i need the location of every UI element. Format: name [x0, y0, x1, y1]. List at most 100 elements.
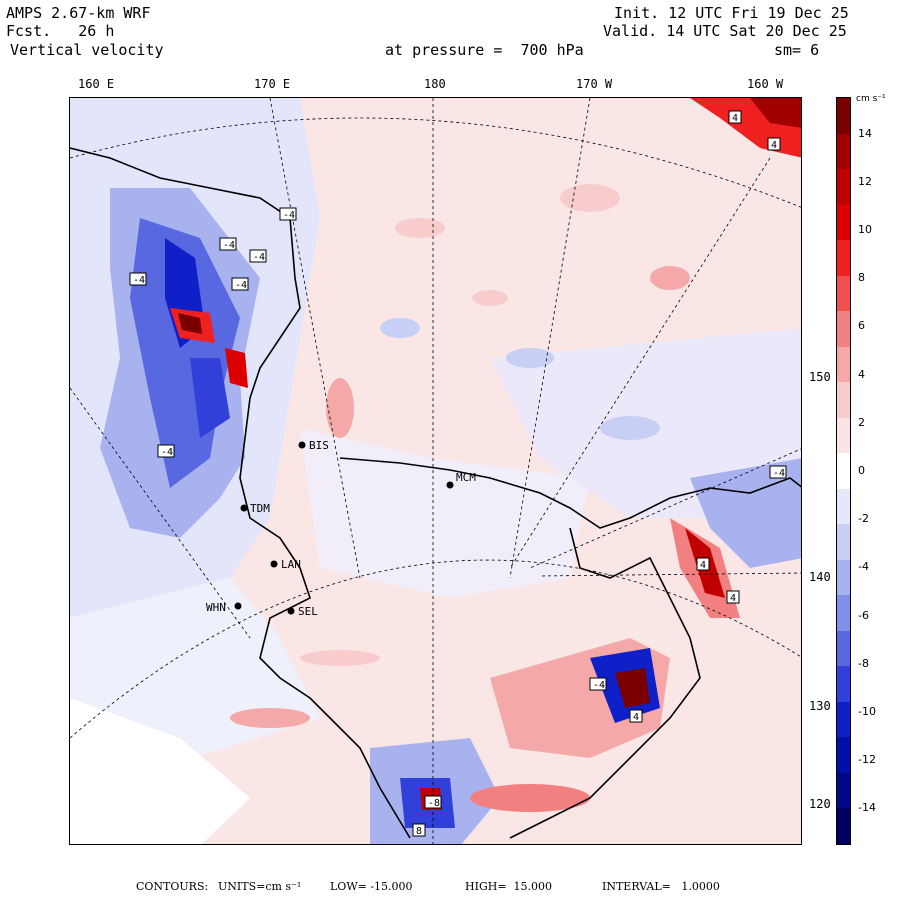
red-blob-1 [395, 218, 445, 238]
red-core-marie-byrd [615, 668, 650, 708]
contour-label-10: 4 [696, 557, 710, 571]
colorbar-tick-label: -4 [858, 560, 869, 574]
red-streak-west-1-core [178, 313, 202, 334]
colorbar-tick-label: 8 [858, 271, 865, 285]
svg-text:-4: -4 [235, 280, 247, 291]
svg-text:-4: -4 [773, 468, 785, 479]
red-blob-5 [326, 378, 354, 438]
deep-blue-core-2 [190, 358, 230, 438]
colorbar-segment [837, 453, 850, 490]
svg-text:WHN: WHN [206, 601, 226, 614]
vertical-velocity-map: -4 -4 -4 -4 -4 -4 -4 4 4 4 4 -4 4 -8 8 B… [69, 97, 802, 845]
svg-text:-4: -4 [161, 447, 173, 458]
white-region-south [70, 698, 250, 844]
forecast-value: 26 h [78, 22, 115, 40]
svg-text:-4: -4 [593, 680, 605, 691]
contour-label-6: -4 [157, 444, 175, 458]
footer-units: UNITS=cm s⁻¹ [218, 880, 302, 893]
colorbar-tick-label: -8 [858, 656, 869, 670]
colorbar-segment [837, 772, 850, 809]
station-lan: LAN [270, 558, 301, 571]
contour-label-11: 4 [726, 590, 740, 604]
colorbar-tick-label: -2 [858, 512, 869, 526]
footer-contours-label: CONTOURS: [136, 880, 209, 893]
coastline-east [509, 527, 701, 839]
contour-label-3: -4 [249, 249, 267, 263]
lon-label-180: 180 [424, 77, 446, 91]
colorbar-segment [837, 630, 850, 667]
svg-text:-4: -4 [253, 252, 265, 263]
colorbar-segment [837, 275, 850, 312]
contour-label-14: -8 [424, 795, 442, 809]
colorbar-segment [837, 311, 850, 348]
colorbar-segment [837, 701, 850, 738]
svg-text:4: 4 [700, 560, 706, 571]
colorbar-segment [837, 133, 850, 170]
colorbar-segment [837, 204, 850, 241]
colorbar-segment [837, 417, 850, 454]
station-whn: WHN [206, 601, 242, 614]
colorbar-segment [837, 346, 850, 383]
colorbar-tick-label: 2 [858, 415, 865, 429]
colorbar-tick-label: -6 [858, 608, 869, 622]
model-title: AMPS 2.67-km WRF [6, 4, 151, 22]
red-blob-8 [300, 650, 380, 666]
blue-blob-2 [506, 348, 554, 368]
lon-label-170w: 170 W [576, 77, 613, 91]
footer-low: LOW= -15.000 [330, 880, 413, 893]
colorbar-segment [837, 524, 850, 561]
colorbar-segment [837, 98, 850, 135]
meridian-140w [539, 572, 801, 577]
colorbar-tick-label: -10 [858, 705, 876, 719]
colorbar-segment [837, 382, 850, 419]
contour-label-8: 4 [728, 110, 742, 124]
colorbar-tick-label: -12 [858, 753, 876, 767]
blue-blob-1 [380, 318, 420, 338]
contour-label-7: -4 [769, 465, 787, 479]
forecast-label: Fcst. [6, 22, 52, 40]
red-blob-2 [560, 184, 620, 212]
colorbar-tick-label: 12 [858, 174, 872, 188]
colorbar-segment [837, 559, 850, 596]
forecast-hour: Fcst. 26 h [6, 22, 114, 40]
red-blob-4 [472, 290, 508, 306]
red-blob-7 [470, 784, 590, 812]
smoothing-value: sm= 6 [774, 41, 820, 59]
init-time: Init. 12 UTC Fri 19 Dec 25 [614, 4, 849, 22]
colorbar-segment [837, 595, 850, 632]
svg-text:8: 8 [416, 826, 422, 837]
svg-text:MCM: MCM [456, 471, 476, 484]
contour-label-4: -4 [231, 277, 249, 291]
red-streak-west-2 [225, 348, 248, 388]
lon-label-170e: 170 E [254, 77, 291, 91]
svg-text:4: 4 [732, 113, 738, 124]
svg-text:4: 4 [771, 140, 777, 151]
contour-label-1: -4 [279, 207, 297, 221]
svg-text:LAN: LAN [281, 558, 301, 571]
colorbar-unit: cm s⁻¹ [856, 94, 886, 104]
svg-text:SEL: SEL [298, 605, 318, 618]
contour-label-13: 4 [629, 709, 643, 723]
ice-shelf-front [339, 457, 801, 529]
red-blob-3 [650, 266, 690, 290]
colorbar-segment [837, 488, 850, 525]
colorbar [836, 97, 851, 845]
blue-band-east [690, 458, 801, 568]
svg-text:TDM: TDM [250, 502, 270, 515]
station-bis: BIS [298, 439, 329, 452]
lon-label-160w: 160 W [747, 77, 784, 91]
contour-label-15: 8 [412, 823, 426, 837]
station-mcm: MCM [446, 471, 476, 489]
colorbar-segment [837, 808, 850, 845]
svg-text:BIS: BIS [309, 439, 329, 452]
red-core-northeast [750, 98, 801, 128]
footer-high: HIGH= 15.000 [465, 880, 553, 893]
lon-label-160e: 160 E [78, 77, 115, 91]
station-tdm: TDM [240, 502, 270, 515]
coastline-west [70, 147, 411, 839]
colorbar-segment [837, 737, 850, 774]
parallel-inner [70, 559, 801, 739]
field-name: Vertical velocity [10, 41, 164, 59]
svg-text:-8: -8 [428, 798, 440, 809]
colorbar-tick-label: 6 [858, 319, 865, 333]
